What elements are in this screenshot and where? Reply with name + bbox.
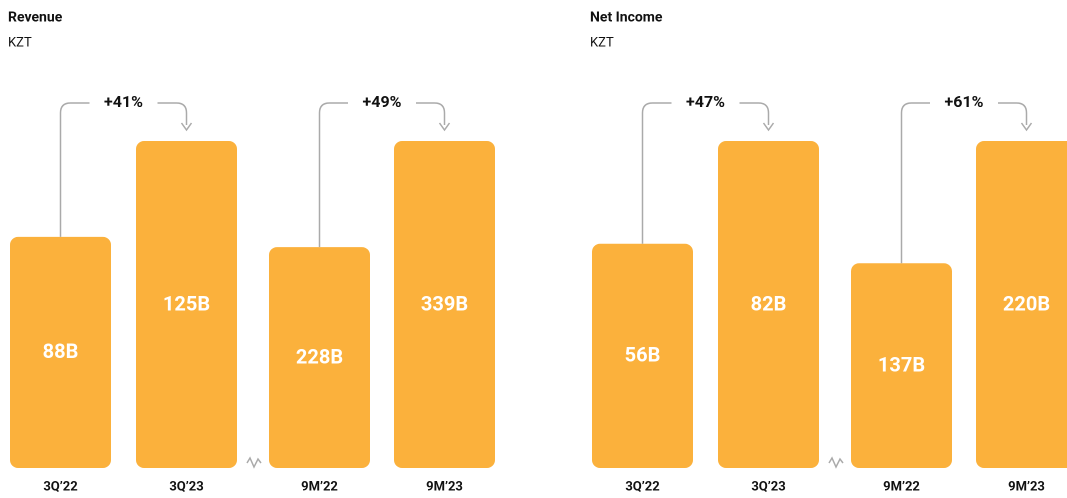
annotation: +49% xyxy=(363,92,402,111)
x-tick-label: 9M’22 xyxy=(301,479,338,494)
value-label: 228B xyxy=(296,344,343,368)
x-tick-label: 9M’23 xyxy=(1008,479,1045,494)
axis-break xyxy=(828,456,844,469)
bar xyxy=(394,141,495,468)
value-label: 137B xyxy=(878,352,925,376)
bar xyxy=(718,141,819,468)
axis-break xyxy=(246,456,262,469)
bar xyxy=(976,141,1067,468)
value-label: 88B xyxy=(43,339,79,363)
connector xyxy=(318,102,446,248)
value-label: 220B xyxy=(1003,291,1050,315)
chart-subtitle: KZT xyxy=(590,35,614,50)
arrow-head xyxy=(1020,122,1033,132)
x-tick-label: 3Q’22 xyxy=(625,479,659,494)
value-label: 125B xyxy=(163,291,210,315)
arrow-head xyxy=(180,122,193,132)
annotation: +41% xyxy=(104,92,143,111)
x-tick-label: 3Q’23 xyxy=(169,479,203,494)
connector xyxy=(59,102,188,237)
connector xyxy=(900,102,1028,264)
connector xyxy=(641,102,770,244)
arrow-head xyxy=(762,122,775,132)
value-label: 82B xyxy=(751,291,787,315)
value-label: 339B xyxy=(421,291,468,315)
chart-title: Net Income xyxy=(590,10,663,26)
bar xyxy=(269,247,370,468)
bar xyxy=(592,243,693,468)
annotation: +61% xyxy=(945,92,984,111)
annotation: +47% xyxy=(686,92,725,111)
x-tick-label: 3Q’22 xyxy=(43,479,77,494)
bar xyxy=(136,141,237,468)
x-tick-label: 9M’23 xyxy=(426,479,463,494)
value-label: 56B xyxy=(625,343,661,367)
x-tick-label: 3Q’23 xyxy=(751,479,785,494)
bar xyxy=(10,236,111,468)
x-tick-label: 9M’22 xyxy=(883,479,920,494)
chart-subtitle: KZT xyxy=(8,35,32,50)
bar xyxy=(851,263,952,468)
chart-title: Revenue xyxy=(8,10,63,26)
arrow-head xyxy=(438,122,451,132)
